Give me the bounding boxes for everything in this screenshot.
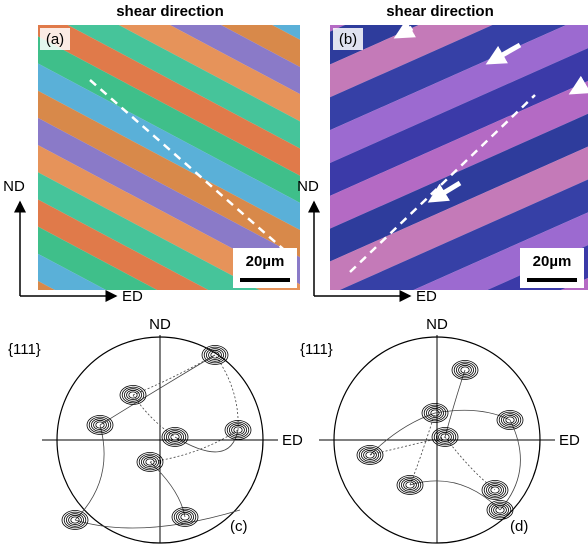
axis-label: ND [297, 178, 319, 195]
scale-bar-label: 20µm [533, 253, 572, 270]
panel-label: (c) [230, 518, 248, 535]
panel-label: (b) [339, 31, 357, 48]
panel-label: (d) [510, 518, 528, 535]
plane-label: {111} [300, 341, 333, 358]
axis-label: ND [3, 178, 25, 195]
panel-header: shear direction [386, 3, 494, 20]
panel-label: (a) [46, 31, 64, 48]
panel-header: shear direction [116, 3, 224, 20]
scale-bar-label: 20µm [246, 253, 285, 270]
figure: shear direction (a) 20µm ND ED shear dir… [0, 0, 588, 547]
plane-label: {111} [8, 341, 41, 358]
axis-label: ED [416, 288, 437, 305]
pole-label: ED [559, 432, 580, 449]
axis-label: ED [122, 288, 143, 305]
pole-label: ND [149, 316, 171, 333]
pole-label: ED [282, 432, 303, 449]
pole-label: ND [426, 316, 448, 333]
